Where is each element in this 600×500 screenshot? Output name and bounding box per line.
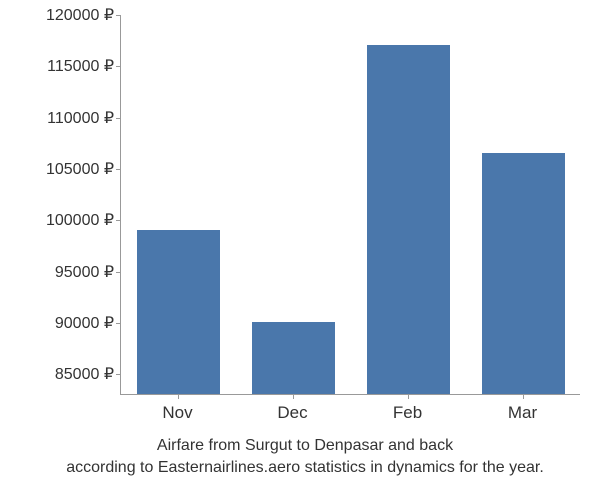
y-tick-label: 100000 ₽ bbox=[46, 210, 114, 230]
y-tick-mark bbox=[116, 220, 120, 221]
x-tick-mark bbox=[178, 395, 179, 399]
x-tick-label: Feb bbox=[393, 403, 422, 423]
plot-area bbox=[120, 15, 580, 395]
bar bbox=[137, 230, 220, 394]
airfare-bar-chart: 85000 ₽ 90000 ₽ 95000 ₽ 100000 ₽ 105000 ₽ 110… bbox=[10, 15, 590, 485]
y-tick-label: 105000 ₽ bbox=[46, 159, 114, 179]
x-tick-mark bbox=[293, 395, 294, 399]
bar bbox=[482, 153, 565, 394]
y-tick-mark bbox=[116, 272, 120, 273]
x-tick-label: Dec bbox=[277, 403, 307, 423]
y-tick-mark bbox=[116, 169, 120, 170]
y-tick-mark bbox=[116, 66, 120, 67]
caption-line-2: according to Easternairlines.aero statis… bbox=[66, 459, 544, 476]
y-tick-mark bbox=[116, 374, 120, 375]
y-tick-mark bbox=[116, 15, 120, 16]
y-tick-label: 85000 ₽ bbox=[55, 364, 114, 384]
bar bbox=[252, 322, 335, 394]
y-tick-label: 110000 ₽ bbox=[47, 108, 114, 128]
x-tick-mark bbox=[408, 395, 409, 399]
bar bbox=[367, 45, 450, 394]
x-tick-mark bbox=[523, 395, 524, 399]
chart-caption: Airfare from Surgut to Denpasar and back… bbox=[10, 435, 600, 478]
x-tick-label: Mar bbox=[508, 403, 537, 423]
y-tick-mark bbox=[116, 323, 120, 324]
y-tick-label: 120000 ₽ bbox=[46, 5, 114, 25]
y-tick-mark bbox=[116, 118, 120, 119]
y-tick-label: 95000 ₽ bbox=[55, 262, 114, 282]
x-tick-label: Nov bbox=[162, 403, 192, 423]
y-tick-label: 115000 ₽ bbox=[47, 56, 114, 76]
caption-line-1: Airfare from Surgut to Denpasar and back bbox=[157, 437, 453, 454]
y-tick-label: 90000 ₽ bbox=[55, 313, 114, 333]
